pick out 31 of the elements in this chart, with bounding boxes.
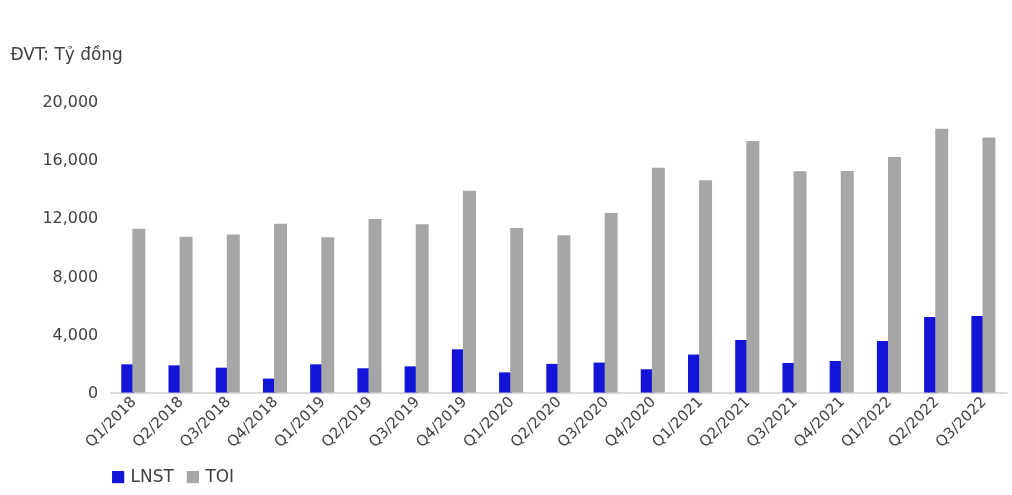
y-tick-label: 8,000 [52, 266, 99, 286]
bar [782, 363, 796, 393]
bar [132, 228, 146, 393]
bar [935, 128, 949, 393]
y-tick-label: 4,000 [52, 324, 99, 344]
bar [604, 212, 618, 393]
legend-label: LNST [130, 466, 175, 487]
y-tick-label: 12,000 [42, 208, 99, 228]
bar [746, 141, 760, 393]
bar [462, 190, 476, 393]
bar [168, 365, 182, 393]
y-axis-title: ĐVT: Tỷ đồng [10, 44, 123, 65]
bar [415, 224, 429, 393]
bar [651, 167, 665, 393]
bar [982, 137, 996, 393]
y-tick-label: 0 [88, 383, 99, 403]
bar [357, 368, 371, 393]
bar [368, 218, 382, 393]
bar [179, 236, 193, 393]
bar [226, 234, 240, 393]
y-tick-label: 16,000 [42, 150, 99, 170]
bar [510, 227, 524, 393]
y-tick-label: 20,000 [42, 91, 99, 111]
bar [793, 171, 807, 393]
bar [888, 157, 901, 393]
bar [699, 180, 713, 393]
bar [840, 171, 854, 393]
bar [321, 237, 335, 393]
bar [557, 235, 571, 393]
legend-label: TOI [204, 466, 235, 487]
bar [274, 223, 288, 393]
